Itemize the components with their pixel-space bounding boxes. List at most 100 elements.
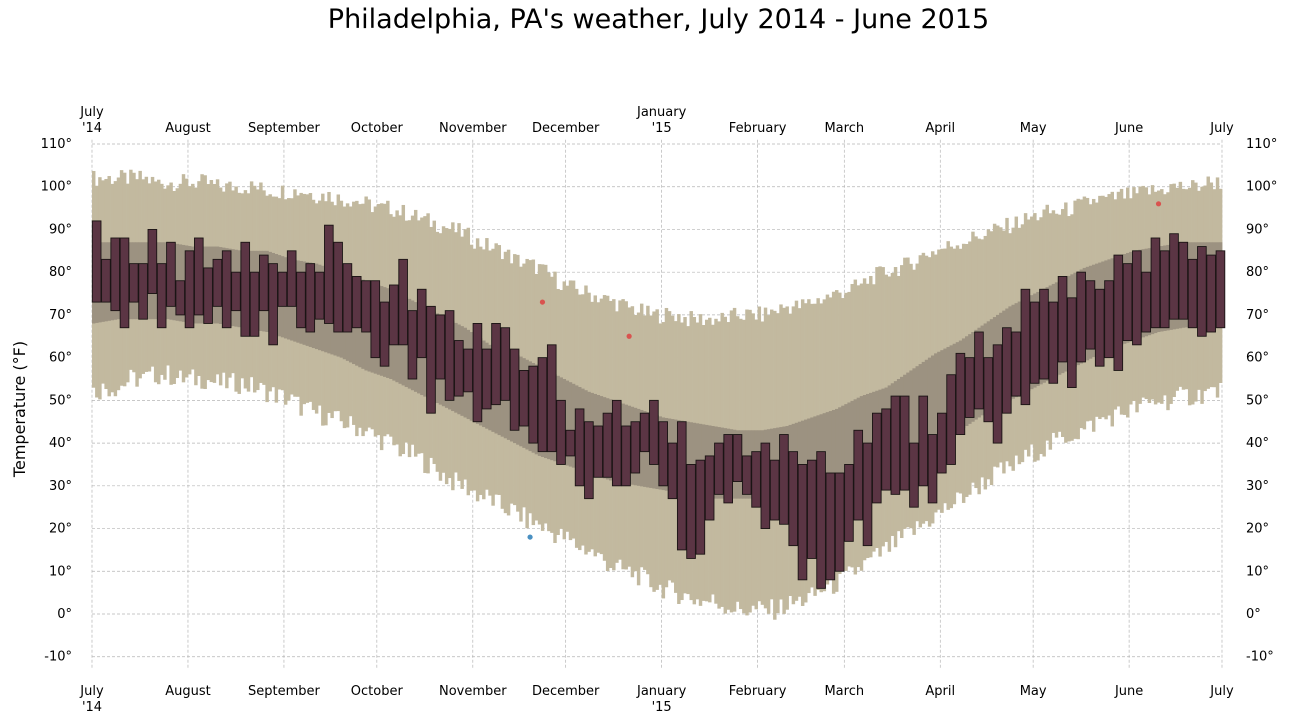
actual-range-bar <box>779 434 789 525</box>
y-tick-label-left: 80° <box>49 265 72 280</box>
actual-range-bar <box>1113 254 1124 371</box>
y-tick-label-right: 100° <box>1246 180 1277 195</box>
actual-range-bar <box>249 271 260 337</box>
actual-range-bar <box>277 271 288 307</box>
x-tick-label-bottom: June <box>1114 684 1143 699</box>
actual-range-bar <box>333 241 343 333</box>
normal-range-bar <box>686 421 690 495</box>
actual-range-bar <box>454 340 464 397</box>
y-axis-label: Temperature (°F) <box>10 341 29 478</box>
actual-range-bar <box>435 314 446 380</box>
y-tick-label-left: 10° <box>49 564 72 579</box>
x-tick-label-top: September <box>248 121 321 136</box>
actual-range-bar <box>1122 263 1133 341</box>
normal-range-bar <box>930 355 935 445</box>
actual-range-bar <box>1187 258 1198 329</box>
actual-range-bar <box>881 408 891 491</box>
y-tick-label-left: 110° <box>41 137 72 152</box>
actual-range-bar <box>630 421 641 474</box>
y-tick-label-right: 10° <box>1246 564 1269 579</box>
actual-range-bar <box>110 237 121 312</box>
actual-range-bar <box>844 464 854 542</box>
y-tick-label-right: 90° <box>1246 222 1269 237</box>
actual-range-bar <box>556 399 566 465</box>
actual-range-bar <box>1085 280 1096 350</box>
actual-range-bar <box>268 263 278 346</box>
actual-range-bar <box>1141 271 1151 333</box>
actual-range-bar <box>500 327 511 401</box>
y-tick-label-right: 70° <box>1246 308 1269 323</box>
x-tick-label-top: November <box>439 121 507 136</box>
normal-range-bar <box>800 420 805 496</box>
actual-range-bar <box>918 395 929 487</box>
actual-range-bar <box>305 263 316 333</box>
actual-range-bar <box>166 241 176 307</box>
actual-range-bar <box>370 280 381 359</box>
normal-range-bar <box>850 400 854 481</box>
actual-range-bar <box>1104 280 1114 359</box>
actual-range-bar <box>723 434 733 504</box>
record-high-marker <box>539 299 546 305</box>
actual-range-bar <box>760 442 771 529</box>
actual-range-bar <box>658 421 668 487</box>
actual-range-bar <box>519 370 529 427</box>
actual-range-bar <box>1020 288 1031 406</box>
actual-range-bar <box>816 451 826 589</box>
actual-range-bar <box>101 258 111 303</box>
x-tick-label-bottom: October <box>351 684 404 699</box>
actual-range-bar <box>1215 250 1226 329</box>
normal-range-bar <box>571 383 576 468</box>
x-tick-label-bottom: September <box>248 684 321 699</box>
normal-range-bar <box>835 408 839 486</box>
actual-range-bar <box>1002 327 1012 414</box>
actual-range-bar <box>379 301 390 367</box>
actual-range-bar <box>416 288 427 359</box>
actual-range-bar <box>983 357 994 423</box>
actual-range-bar <box>1197 246 1207 337</box>
normal-range-bar <box>689 422 693 495</box>
actual-range-bar <box>1067 297 1077 388</box>
y-tick-label-right: 30° <box>1246 479 1269 494</box>
actual-range-bar <box>407 310 418 380</box>
x-tick-label-bottom: July <box>1209 684 1234 699</box>
actual-range-bar <box>890 395 901 495</box>
actual-range-bar <box>221 250 232 329</box>
actual-range-bar <box>342 263 353 333</box>
record-high-marker <box>1155 201 1162 207</box>
actual-range-bar <box>667 442 678 500</box>
actual-range-bar <box>1159 250 1170 329</box>
actual-range-bar <box>974 331 984 410</box>
actual-range-bar <box>686 464 696 559</box>
record-range-layer <box>92 169 1223 620</box>
actual-range-bar <box>389 284 399 346</box>
actual-range-bar <box>481 348 492 410</box>
y-tick-label-right: 0° <box>1246 607 1261 622</box>
y-tick-label-left: -10° <box>44 650 72 665</box>
actual-range-bar <box>91 220 102 303</box>
actual-range-bar <box>751 451 761 508</box>
actual-range-bar <box>361 280 371 333</box>
normal-range-bar <box>847 402 851 482</box>
normal-range-bar <box>943 348 947 439</box>
actual-range-bar <box>156 263 167 329</box>
actual-range-bar <box>927 434 938 504</box>
y-tick-label-left: 0° <box>57 607 72 622</box>
actual-range-bar <box>314 271 325 320</box>
actual-range-bar <box>463 348 473 393</box>
y-tick-label-left: 50° <box>49 393 72 408</box>
x-tick-label-bottom: March <box>824 684 864 699</box>
actual-range-bar <box>444 310 455 401</box>
actual-range-bar <box>584 421 594 500</box>
record-low-marker <box>527 534 533 540</box>
actual-range-bar <box>203 267 213 324</box>
normal-range-bar <box>844 404 848 483</box>
normal-range-bar <box>804 419 808 496</box>
x-tick-label-bottom: January '15 <box>636 684 687 715</box>
normal-range-bar <box>807 418 811 495</box>
normal-range-bar <box>915 366 919 453</box>
actual-range-bar <box>593 425 603 478</box>
actual-range-bar <box>546 344 557 453</box>
actual-range-bar <box>649 399 659 465</box>
normal-range-bar <box>934 353 938 444</box>
x-tick-labels: July '14 July '14 August August September Septe… <box>79 105 1234 715</box>
